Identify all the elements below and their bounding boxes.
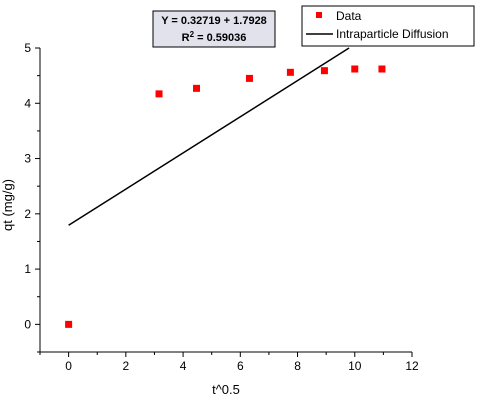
- x-tick-label: 8: [294, 359, 301, 373]
- data-points: [65, 65, 386, 328]
- y-tick-label: 0: [24, 317, 31, 331]
- equation-box: [152, 10, 276, 48]
- legend-box: [301, 5, 475, 47]
- y-tick-label: 4: [24, 96, 31, 110]
- data-point: [155, 90, 163, 98]
- x-tick-label: 0: [65, 359, 72, 373]
- y-tick-label: 1: [24, 262, 31, 276]
- legend: Data Intraparticle Diffusion: [301, 5, 475, 47]
- axes: [39, 48, 412, 353]
- x-tick-label: 4: [180, 359, 187, 373]
- legend-data-marker: [316, 12, 322, 18]
- x-tick-label: 10: [348, 359, 362, 373]
- data-point: [65, 320, 73, 328]
- x-axis-ticks: 0 2 4 6 8 10 12: [39, 352, 419, 373]
- legend-line-label: Intraparticle Diffusion: [336, 27, 449, 41]
- y-axis-title: qt (mg/g): [0, 179, 15, 231]
- y-tick-label: 3: [24, 152, 31, 166]
- x-tick-label: 6: [237, 359, 244, 373]
- fit-line-group: [68, 47, 350, 226]
- data-point: [320, 67, 328, 75]
- data-point: [245, 74, 253, 82]
- fit-line: [68, 47, 350, 226]
- data-point: [193, 84, 201, 92]
- r-squared-line: R2 = 0.59036: [182, 30, 247, 45]
- equation-line: Y = 0.32719 + 1.7928: [161, 15, 267, 27]
- x-tick-label: 2: [123, 359, 130, 373]
- y-tick-label: 5: [24, 41, 31, 55]
- data-point: [378, 65, 386, 73]
- x-tick-label: 12: [405, 359, 419, 373]
- data-point: [351, 65, 359, 73]
- y-tick-label: 2: [24, 207, 31, 221]
- legend-data-label: Data: [336, 9, 362, 23]
- data-point: [286, 68, 294, 76]
- y-axis-ticks: 0 1 2 3 4 5: [24, 41, 40, 353]
- equation-annotation: Y = 0.32719 + 1.7928 R2 = 0.59036: [152, 10, 276, 48]
- x-axis-title: t^0.5: [212, 382, 240, 397]
